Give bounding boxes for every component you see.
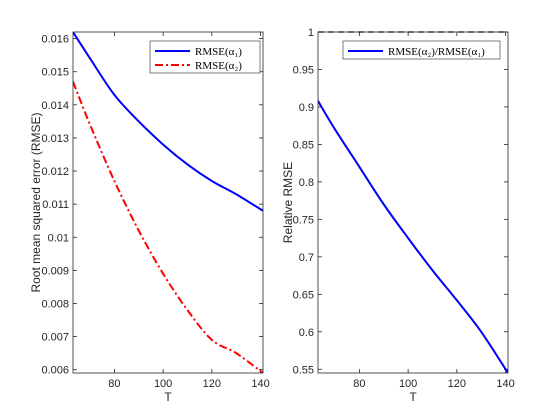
x-tick-label: 100	[154, 378, 172, 390]
y-tick-label: 0.9	[299, 102, 314, 114]
chart-panel-1: 80 100 120 140 0.006 0.007 0.008 0.009 0.01 0.011…	[29, 31, 270, 404]
y-tick-label: 0.85	[293, 139, 314, 151]
y-axis-label: Root mean squared error (RMSE)	[29, 112, 43, 292]
legend-box	[342, 40, 501, 60]
x-axis-label: T	[409, 390, 417, 404]
y-tick-label: 0.65	[293, 289, 314, 301]
y-tick-label: 0.006	[41, 365, 69, 377]
y-tick-label: 0.95	[293, 64, 314, 76]
series-line-1	[73, 32, 263, 212]
y-tick-label: 0.55	[293, 364, 314, 376]
legend-label: RMSE(α₁)	[195, 46, 242, 58]
y-tick-label: 0.8	[299, 177, 314, 189]
series-line-1	[318, 100, 508, 373]
y-tick-label: 0.007	[41, 332, 69, 344]
x-tick-label: 80	[353, 378, 365, 390]
legend: RMSE(α₂)/RMSE(α₁)	[342, 40, 501, 60]
y-tick-label: 0.75	[293, 214, 314, 226]
y-tick-label: 0.009	[41, 265, 69, 277]
y-axis-label: Relative RMSE	[281, 162, 295, 243]
chart-panel-2: 80 100 120 140 0.55 0.6 0.65 0.7 0.75 0.8 0.85 0.9 0…	[281, 27, 515, 404]
series-line-2	[73, 81, 263, 373]
x-tick-label: 80	[108, 378, 120, 390]
y-tick-label: 0.012	[41, 166, 69, 178]
x-tick-label: 140	[251, 378, 269, 390]
y-tick-label: 0.008	[41, 298, 69, 310]
x-tick-label: 120	[203, 378, 221, 390]
legend-box	[149, 40, 261, 74]
legend-label: RMSE(α₂)	[195, 60, 242, 72]
axes-box	[72, 31, 264, 374]
y-tick-label: 0.7	[299, 252, 314, 264]
plot-area	[318, 32, 508, 373]
y-tick-label: 0.011	[42, 199, 69, 211]
x-tick-label: 120	[448, 378, 466, 390]
y-tick-label: 0.014	[41, 100, 69, 112]
y-tick-label: 1	[308, 27, 314, 39]
x-tick-label: 140	[496, 378, 514, 390]
y-tick-label: 0.016	[41, 34, 69, 46]
y-tick-label: 0.015	[41, 67, 69, 79]
legend: RMSE(α₁) RMSE(α₂)	[149, 40, 261, 74]
axes-box	[317, 31, 509, 374]
legend-label: RMSE(α₂)/RMSE(α₁)	[388, 46, 485, 58]
y-tick-label: 0.6	[299, 327, 314, 339]
plot-area	[73, 32, 263, 373]
x-axis-label: T	[164, 390, 172, 404]
x-tick-label: 100	[399, 378, 417, 390]
y-tick-label: 0.01	[48, 232, 69, 244]
y-tick-label: 0.013	[41, 133, 69, 145]
